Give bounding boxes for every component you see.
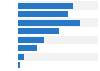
Bar — [18, 45, 37, 51]
Bar — [18, 37, 44, 43]
Bar — [18, 1, 98, 10]
Bar — [18, 27, 98, 36]
Bar — [18, 11, 68, 17]
Bar — [18, 3, 74, 9]
Bar — [18, 28, 58, 34]
Bar — [18, 54, 24, 60]
Bar — [18, 62, 20, 68]
Bar — [18, 18, 98, 27]
Bar — [18, 61, 98, 70]
Bar — [18, 10, 98, 18]
Bar — [18, 44, 98, 53]
Bar — [18, 53, 98, 61]
Bar — [18, 20, 80, 26]
Bar — [18, 36, 98, 44]
